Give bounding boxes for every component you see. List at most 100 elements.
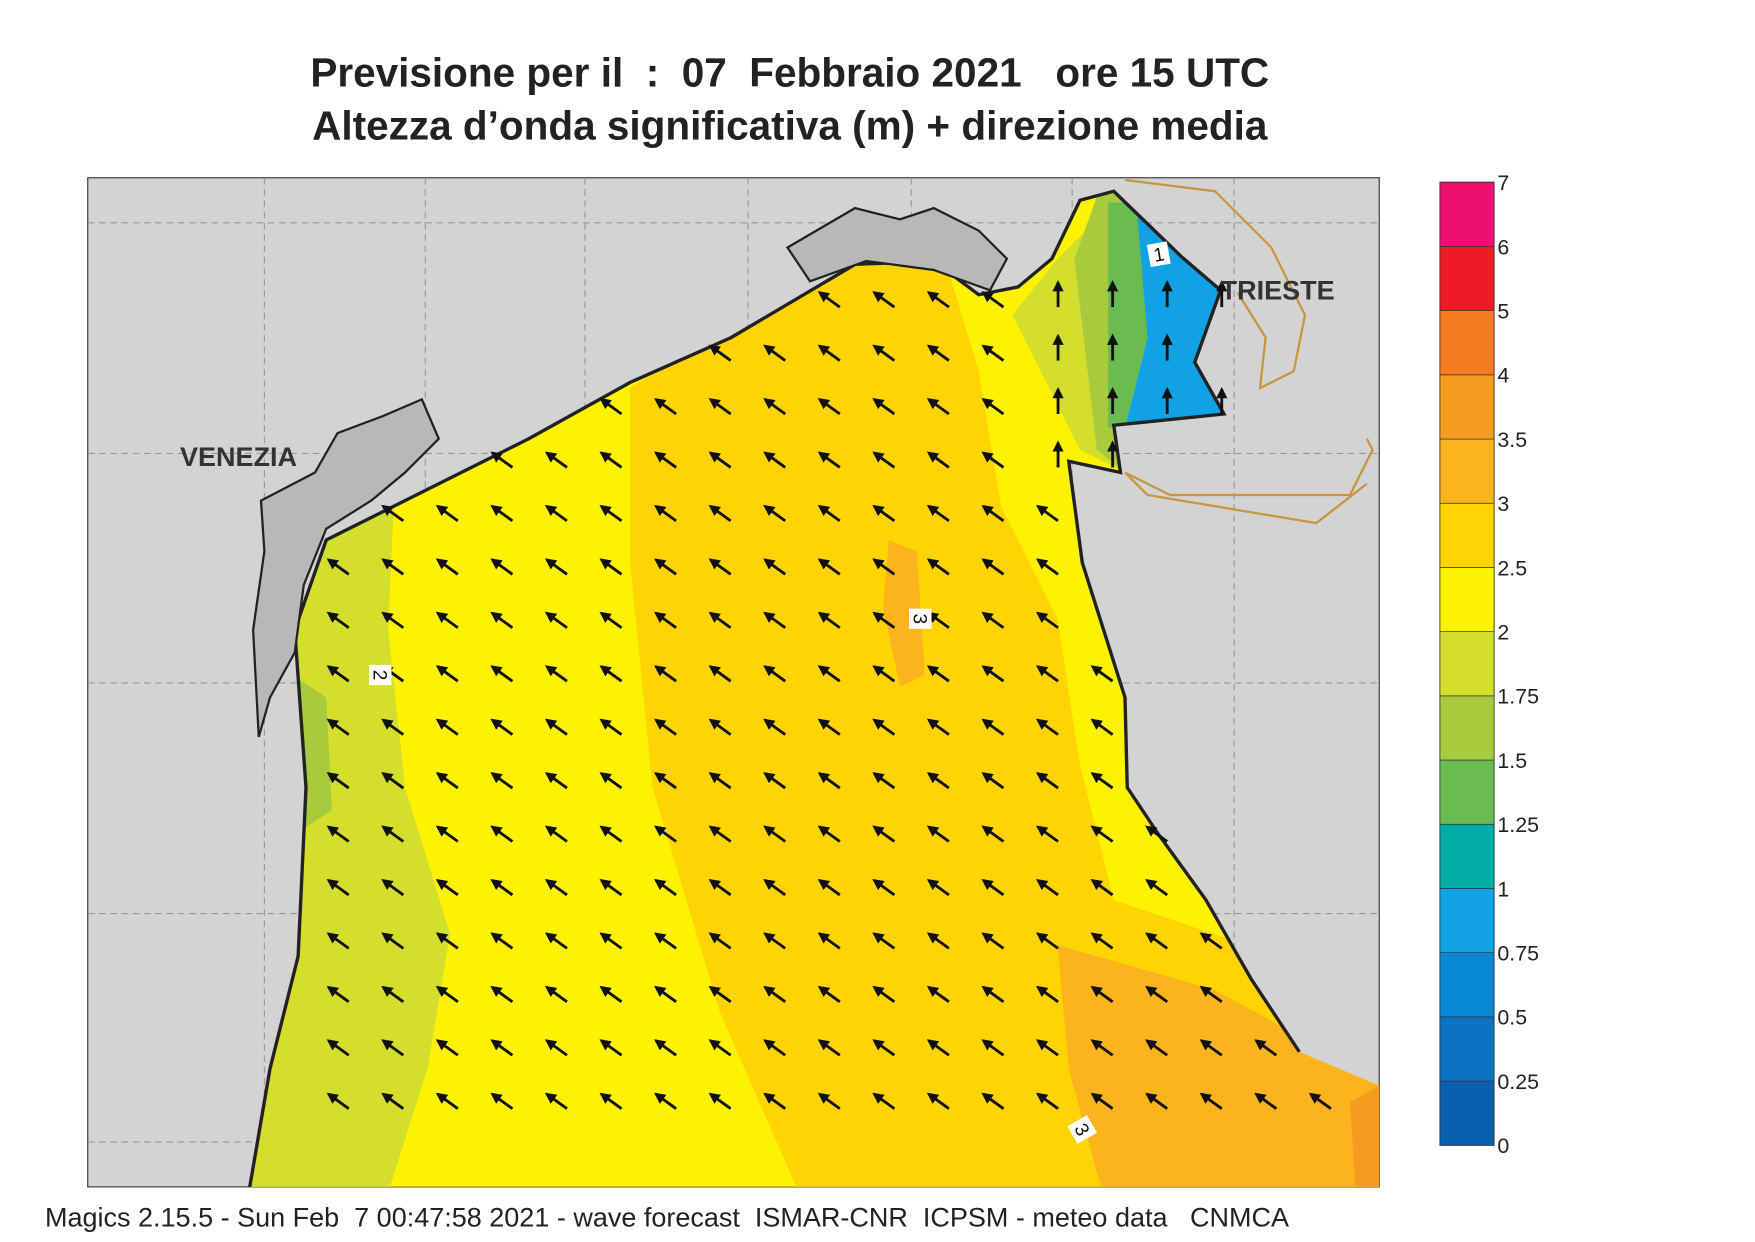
direction-arrow xyxy=(599,1092,623,1110)
direction-arrow xyxy=(708,932,732,950)
direction-arrow xyxy=(817,344,841,362)
direction-arrow xyxy=(1145,878,1169,897)
direction-arrow xyxy=(817,398,841,416)
direction-arrow xyxy=(1035,932,1059,950)
colorbar-label: 0 xyxy=(1497,1134,1509,1158)
colorbar-label: 2 xyxy=(1497,621,1509,645)
direction-arrow xyxy=(981,504,1005,523)
direction-arrow xyxy=(1090,878,1114,897)
direction-arrow xyxy=(544,504,568,523)
direction-arrow xyxy=(926,772,950,790)
direction-arrow xyxy=(926,878,950,897)
direction-arrow xyxy=(435,985,459,1003)
wave-band xyxy=(1057,945,1380,1187)
direction-arrow xyxy=(1199,1039,1223,1057)
colorbar-swatch xyxy=(1439,567,1495,632)
contour-label: 2 xyxy=(369,664,392,686)
direction-arrow xyxy=(599,558,623,576)
direction-arrow xyxy=(708,1092,732,1110)
direction-arrow xyxy=(1035,558,1059,576)
direction-arrow xyxy=(490,772,514,790)
direction-arrow xyxy=(926,1039,950,1057)
direction-arrow xyxy=(381,1092,405,1110)
colorbar-swatch xyxy=(1439,952,1495,1018)
direction-arrow xyxy=(381,558,405,576)
direction-arrow xyxy=(763,772,787,790)
colorbar-swatch xyxy=(1439,181,1495,247)
direction-arrow xyxy=(817,932,841,950)
colorbar-label: 2.5 xyxy=(1497,556,1527,580)
direction-arrow xyxy=(1035,1092,1059,1110)
direction-arrow xyxy=(544,878,568,897)
direction-arrow xyxy=(1254,1039,1278,1057)
direction-arrow xyxy=(435,611,459,629)
direction-arrow xyxy=(708,451,732,469)
direction-arrow xyxy=(544,718,568,736)
colorbar-swatch xyxy=(1439,888,1495,953)
direction-arrow xyxy=(763,344,787,362)
direction-arrow xyxy=(763,504,787,523)
colorbar-label: 6 xyxy=(1497,235,1509,259)
direction-arrow xyxy=(763,1039,787,1057)
direction-arrow xyxy=(1035,825,1059,843)
direction-arrow xyxy=(490,878,514,897)
direction-arrow xyxy=(817,985,841,1003)
direction-arrow xyxy=(763,1092,787,1110)
direction-arrow xyxy=(1090,772,1114,790)
direction-arrow xyxy=(544,1039,568,1057)
direction-arrow xyxy=(435,504,459,523)
direction-arrow xyxy=(1090,1039,1114,1057)
direction-arrow xyxy=(326,772,350,790)
direction-arrow xyxy=(1090,665,1114,683)
direction-arrow xyxy=(1035,665,1059,683)
colorbar-label: 5 xyxy=(1497,300,1509,324)
direction-arrow xyxy=(654,932,677,950)
direction-arrow xyxy=(763,558,787,576)
direction-arrow xyxy=(981,558,1005,576)
direction-arrow xyxy=(1035,611,1059,629)
colorbar-swatch xyxy=(1439,631,1495,697)
direction-arrow xyxy=(490,504,514,523)
direction-arrow xyxy=(654,504,677,523)
direction-arrow xyxy=(763,825,787,843)
direction-arrow xyxy=(872,878,896,897)
direction-arrow xyxy=(708,344,732,362)
direction-arrow xyxy=(1254,1092,1278,1110)
direction-arrow xyxy=(817,291,841,309)
direction-arrow xyxy=(872,932,896,950)
direction-arrow xyxy=(817,504,841,523)
direction-arrow xyxy=(817,718,841,736)
direction-arrow xyxy=(817,558,841,576)
city-label: VENEZIA xyxy=(180,442,297,472)
direction-arrow xyxy=(763,718,787,736)
direction-arrow xyxy=(763,932,787,950)
direction-arrow xyxy=(817,611,841,629)
direction-arrow xyxy=(981,985,1005,1003)
direction-arrow xyxy=(435,932,459,950)
direction-arrow xyxy=(981,1092,1005,1110)
city-label: TRIESTE xyxy=(1221,275,1335,305)
colorbar-label: 3 xyxy=(1497,492,1509,516)
direction-arrow xyxy=(654,825,677,843)
direction-arrow xyxy=(1090,932,1114,950)
direction-arrow xyxy=(326,1092,350,1110)
direction-arrow xyxy=(490,1092,514,1110)
direction-arrow xyxy=(544,932,568,950)
direction-arrow xyxy=(981,932,1005,950)
direction-arrow xyxy=(926,398,950,416)
contour-label: 3 xyxy=(909,608,932,629)
direction-arrow xyxy=(654,718,677,736)
direction-arrow xyxy=(708,878,732,897)
colorbar-label: 1.75 xyxy=(1497,685,1539,709)
colorbar-swatch xyxy=(1439,502,1495,568)
direction-arrow xyxy=(490,932,514,950)
contour-label-box xyxy=(909,608,932,629)
direction-arrow xyxy=(817,772,841,790)
direction-arrow xyxy=(599,665,623,683)
direction-arrow xyxy=(381,504,405,523)
direction-arrow xyxy=(926,932,950,950)
direction-arrow xyxy=(654,1039,677,1057)
direction-arrow xyxy=(1090,1092,1114,1110)
direction-arrow xyxy=(1308,1092,1332,1110)
